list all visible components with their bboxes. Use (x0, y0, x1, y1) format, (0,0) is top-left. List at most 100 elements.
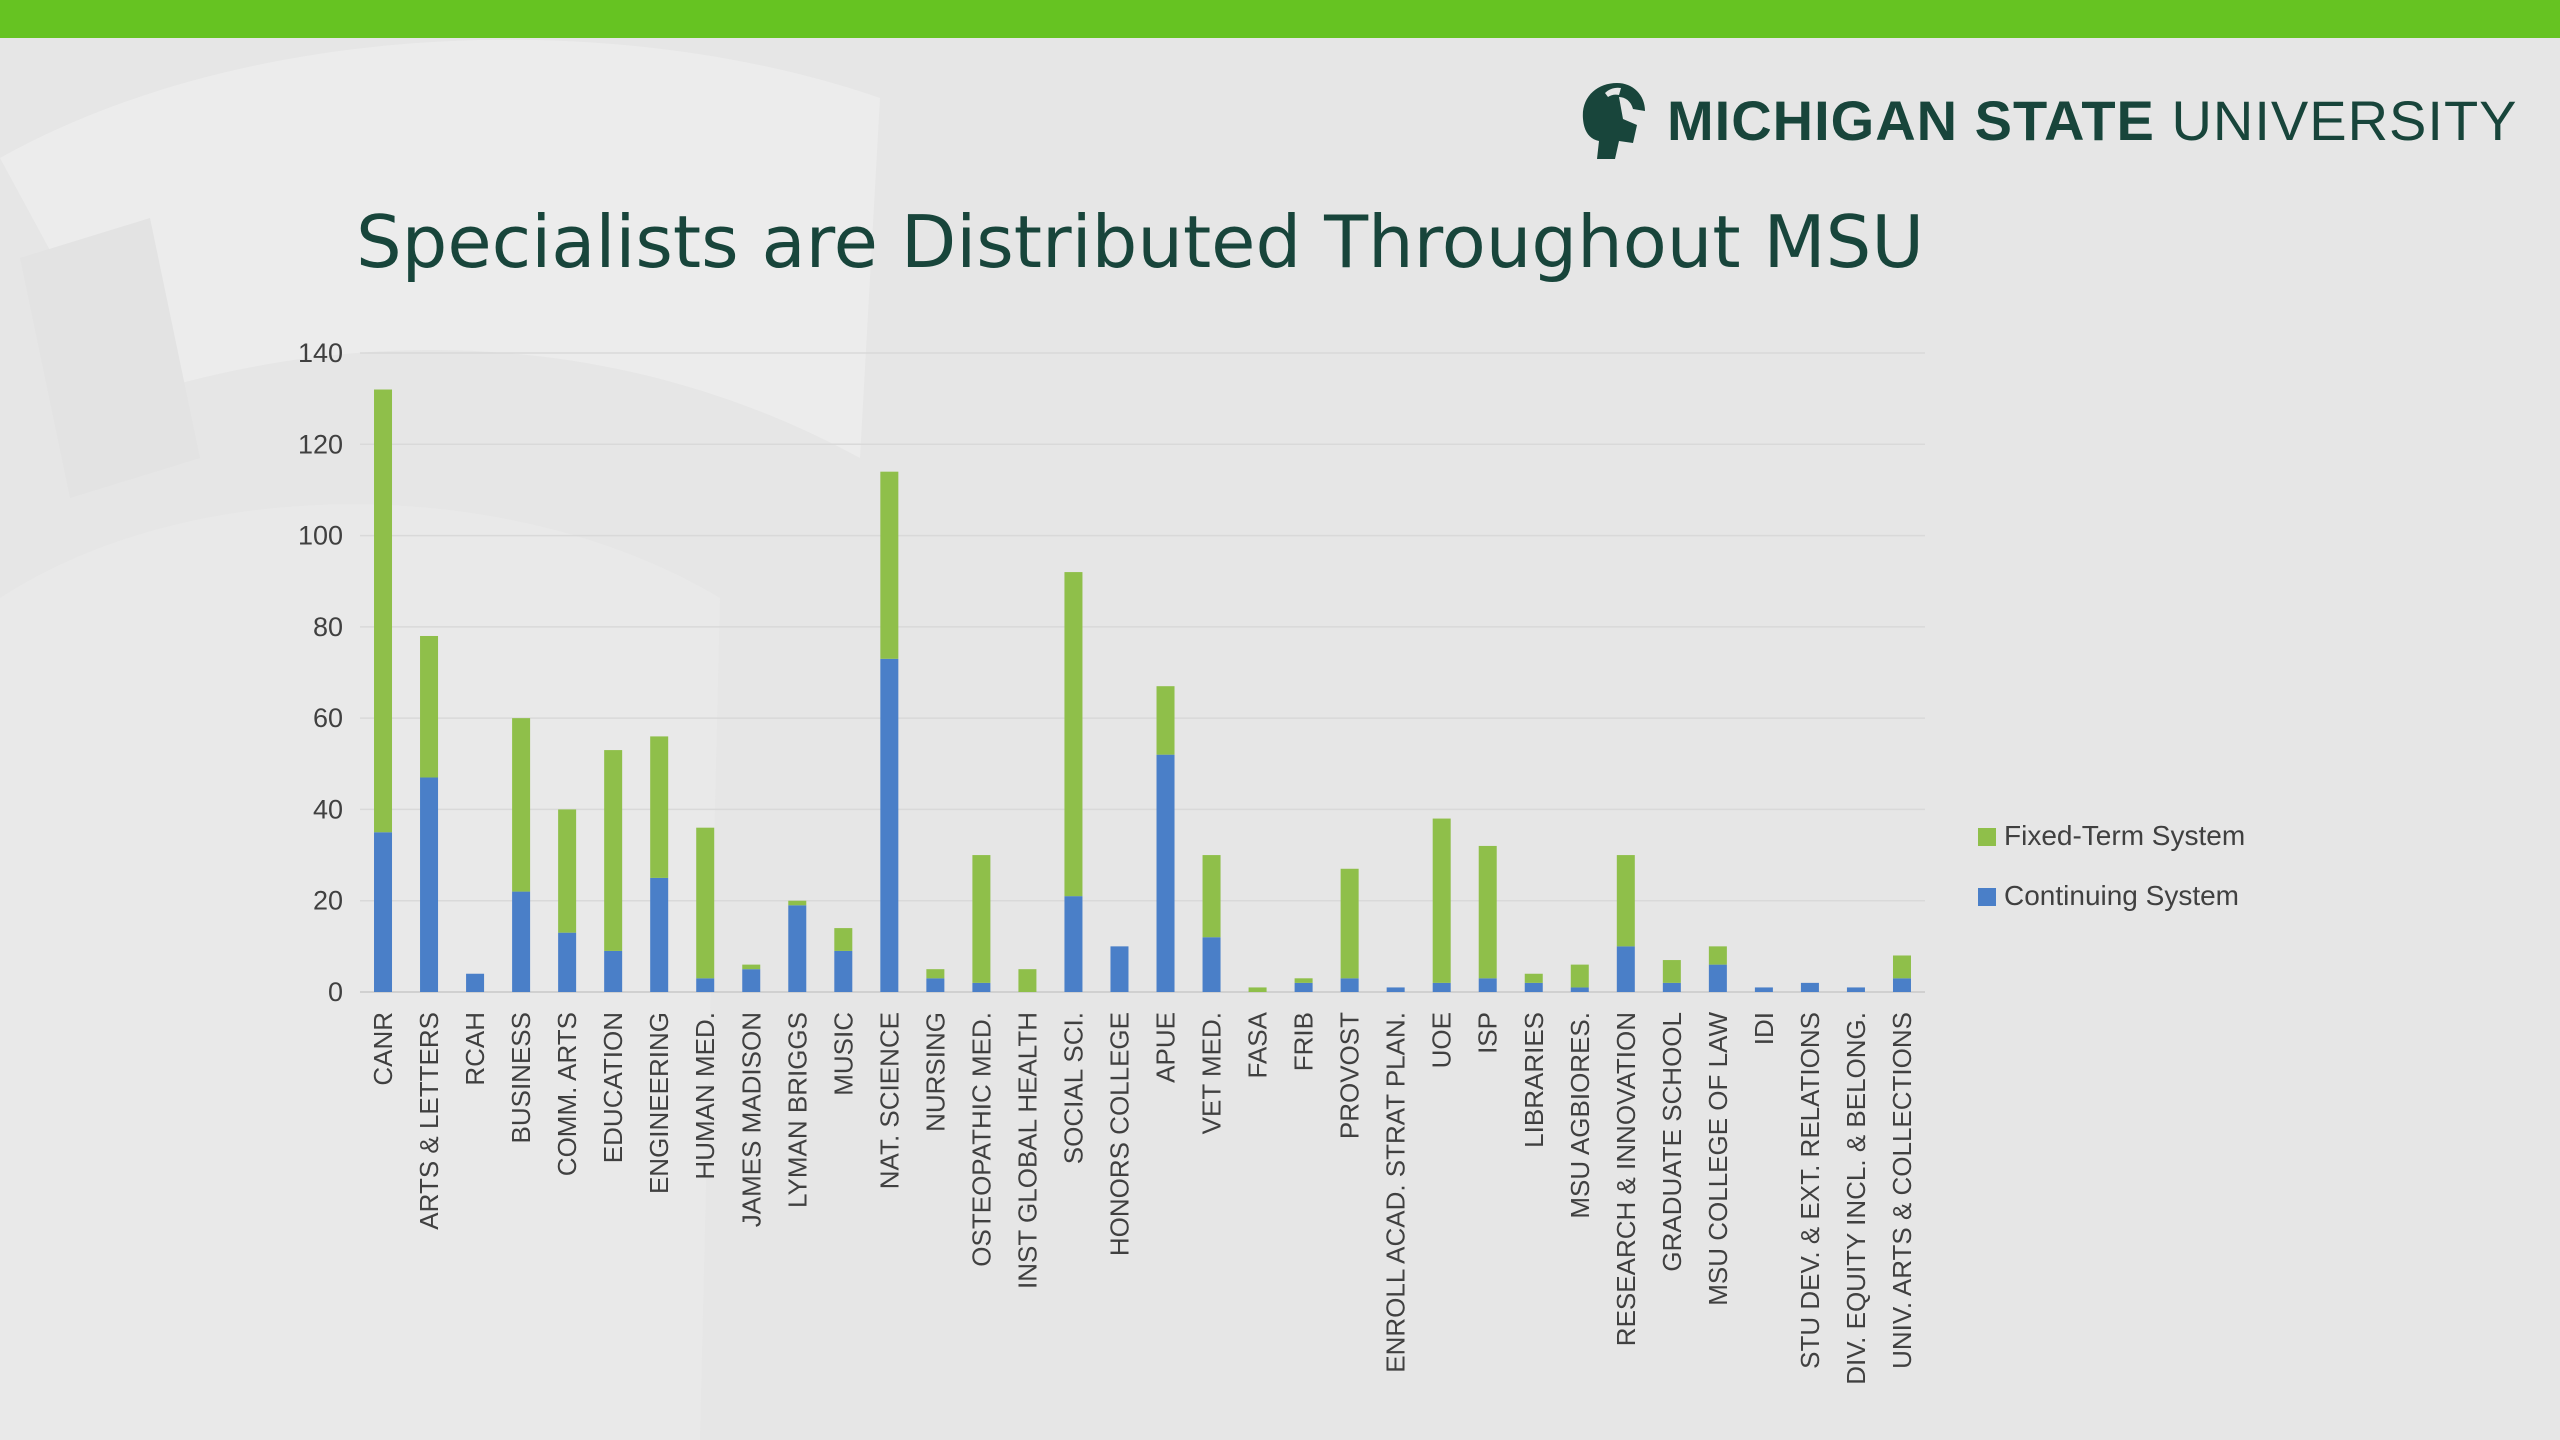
x-category-label: INST GLOBAL HEALTH (1012, 1012, 1042, 1289)
x-category-label: LYMAN BRIGGS (782, 1012, 812, 1208)
x-category-label: CANR (368, 1012, 398, 1086)
legend-swatch (1978, 828, 1996, 846)
bar-fixed-term (1156, 686, 1175, 755)
x-category-label: JAMES MADISON (736, 1012, 766, 1227)
bar-fixed-term (696, 827, 715, 979)
bar-continuing (926, 978, 945, 992)
bar-continuing (696, 978, 715, 992)
bar-fixed-term (1340, 868, 1359, 979)
bar-fixed-term (1570, 964, 1589, 988)
x-category-label: IDI (1749, 1012, 1779, 1045)
bar-fixed-term (742, 964, 761, 970)
bar-fixed-term (788, 900, 807, 906)
y-tick-label: 40 (313, 794, 343, 824)
bar-fixed-term (1248, 987, 1267, 992)
bar-continuing (1892, 978, 1911, 992)
x-category-label: MUSIC (828, 1012, 858, 1096)
bar-fixed-term (1294, 978, 1313, 983)
x-category-label: MSU COLLEGE OF LAW (1703, 1012, 1733, 1306)
bar-continuing (1432, 982, 1451, 992)
x-category-label: HUMAN MED. (690, 1012, 720, 1180)
legend: Fixed-Term System Continuing System (1978, 820, 2245, 911)
x-category-label: DIV. EQUITY INCL. & BELONG. (1841, 1012, 1871, 1385)
bar-fixed-term (1524, 973, 1543, 983)
legend-label: Continuing System (2004, 880, 2239, 911)
bar-continuing (972, 982, 991, 992)
bar-fixed-term (1018, 969, 1037, 992)
bar-continuing (1110, 946, 1129, 992)
bar-continuing (374, 832, 393, 992)
bar-continuing (1754, 987, 1773, 992)
bar-continuing (1800, 982, 1819, 992)
bar-continuing (1708, 964, 1727, 992)
bar-continuing (1478, 978, 1497, 992)
x-category-label: FRIB (1289, 1012, 1319, 1071)
x-category-label: OSTEOPATHIC MED. (966, 1012, 996, 1267)
y-tick-label: 80 (313, 612, 343, 642)
x-category-label: SOCIAL SCI. (1058, 1012, 1088, 1164)
x-category-label: STU DEV. & EXT. RELATIONS (1795, 1012, 1825, 1369)
bar-fixed-term (926, 969, 945, 979)
x-category-label: NAT. SCIENCE (874, 1012, 904, 1189)
x-axis: CANR ARTS & LETTERS RCAH BUSINESS COMM. ARTS… (368, 1011, 1917, 1384)
bar-continuing (880, 658, 899, 992)
bar-fixed-term (1892, 955, 1911, 979)
bar-fixed-term (512, 718, 531, 892)
bar-fixed-term (1202, 855, 1221, 938)
x-category-label: RESEARCH & INNOVATION (1611, 1012, 1641, 1346)
bar-fixed-term (834, 928, 853, 951)
x-category-label: NURSING (920, 1012, 950, 1132)
bar-continuing (420, 777, 439, 992)
bar-continuing (604, 950, 623, 992)
x-category-label: HONORS COLLEGE (1104, 1012, 1134, 1256)
bar-continuing (1340, 978, 1359, 992)
bar-fixed-term (558, 809, 577, 933)
bar-continuing (1846, 987, 1865, 992)
logo-wordmark-bold: MICHIGAN STATE (1667, 88, 2155, 152)
y-tick-label: 100 (298, 521, 343, 551)
x-category-label: ARTS & LETTERS (414, 1012, 444, 1230)
bar-continuing (1202, 937, 1221, 992)
spartan-helmet-icon (1582, 83, 1645, 159)
bar-fixed-term (1478, 845, 1497, 979)
bar-fixed-term (972, 855, 991, 983)
x-category-label: UOE (1427, 1012, 1457, 1068)
legend-swatch (1978, 888, 1996, 906)
x-category-label: MSU AGBIORES. (1565, 1012, 1595, 1219)
x-category-label: GRADUATE SCHOOL (1657, 1012, 1687, 1272)
bar-fixed-term (1432, 818, 1451, 983)
chart-title: Specialists are Distributed Throughout M… (355, 200, 1925, 284)
x-category-label: BUSINESS (506, 1012, 536, 1144)
bar-fixed-term (880, 471, 899, 659)
x-category-label: EDUCATION (598, 1012, 628, 1163)
y-tick-label: 20 (313, 886, 343, 916)
bar-continuing (1616, 946, 1635, 992)
legend-label: Fixed-Term System (2004, 820, 2245, 851)
x-category-label: UNIV. ARTS & COLLECTIONS (1887, 1012, 1917, 1369)
x-category-label: RCAH (460, 1012, 490, 1086)
y-tick-label: 60 (313, 703, 343, 733)
bar-continuing (650, 877, 669, 992)
bar-continuing (1662, 982, 1681, 992)
x-category-label: VET MED. (1197, 1012, 1227, 1134)
x-category-label: PROVOST (1335, 1012, 1365, 1139)
bar-continuing (1524, 982, 1543, 992)
y-tick-label: 0 (328, 977, 343, 1007)
logo-wordmark-light: UNIVERSITY (2171, 88, 2518, 152)
y-tick-label: 120 (298, 429, 343, 459)
bar-fixed-term (604, 750, 623, 951)
bar-continuing (466, 973, 485, 992)
x-category-label: APUE (1151, 1012, 1181, 1083)
y-axis: 0 20 40 60 80 100 120 140 (298, 338, 343, 1007)
x-category-label: ISP (1473, 1012, 1503, 1054)
msu-logo: MICHIGAN STATE UNIVERSITY (1575, 78, 2518, 162)
bar-continuing (1386, 987, 1405, 992)
x-category-label: ENROLL ACAD. STRAT PLAN. (1381, 1012, 1411, 1373)
x-category-label: LIBRARIES (1519, 1012, 1549, 1148)
bar-fixed-term (1064, 572, 1083, 897)
y-tick-label: 140 (298, 338, 343, 368)
bar-continuing (1294, 982, 1313, 992)
bar-continuing (1064, 896, 1083, 992)
bar-continuing (742, 969, 761, 992)
